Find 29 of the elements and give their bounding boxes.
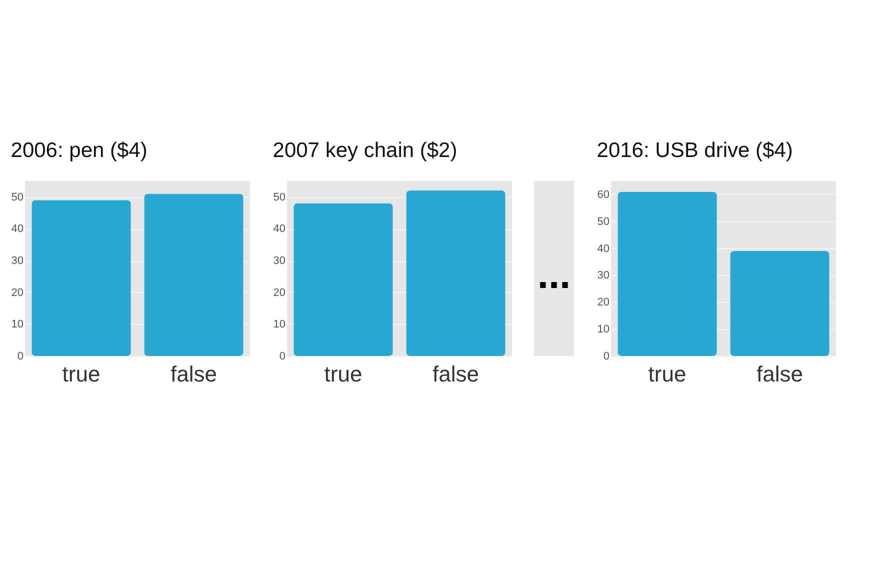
- y-tick-label: 0: [17, 350, 24, 362]
- chart-title: 2006: pen ($4): [10, 139, 148, 162]
- x-tick-label: false: [756, 362, 803, 386]
- x-tick-label: false: [432, 362, 479, 386]
- y-tick-label: 30: [273, 255, 286, 268]
- y-tick-label: 0: [603, 350, 610, 362]
- x-tick-label: true: [324, 362, 362, 386]
- chart-title: 2007 key chain ($2): [272, 139, 458, 162]
- y-tick-label: 50: [597, 216, 610, 228]
- y-tick-label: 20: [273, 286, 286, 299]
- y-tick-label: 20: [11, 286, 24, 299]
- chart-title: 2016: USB drive ($4): [596, 139, 793, 162]
- x-tick-label: true: [648, 362, 686, 386]
- y-tick-label: 10: [273, 318, 286, 331]
- y-tick-label: 40: [11, 223, 24, 236]
- text: ...: [537, 253, 571, 297]
- y-tick-label: 20: [597, 296, 610, 309]
- y-tick-label: 50: [11, 191, 24, 204]
- x-tick-label: false: [170, 362, 217, 386]
- y-tick-label: 10: [11, 318, 24, 331]
- y-tick-label: 10: [597, 324, 610, 336]
- y-tick-label: 60: [597, 188, 610, 201]
- y-tick-label: 50: [273, 191, 286, 204]
- y-tick-label: 40: [597, 242, 610, 255]
- x-tick-label: true: [62, 362, 100, 386]
- y-tick-label: 30: [597, 270, 610, 282]
- y-tick-label: 0: [279, 350, 286, 362]
- y-tick-label: 40: [273, 223, 286, 236]
- y-tick-label: 30: [11, 255, 24, 268]
